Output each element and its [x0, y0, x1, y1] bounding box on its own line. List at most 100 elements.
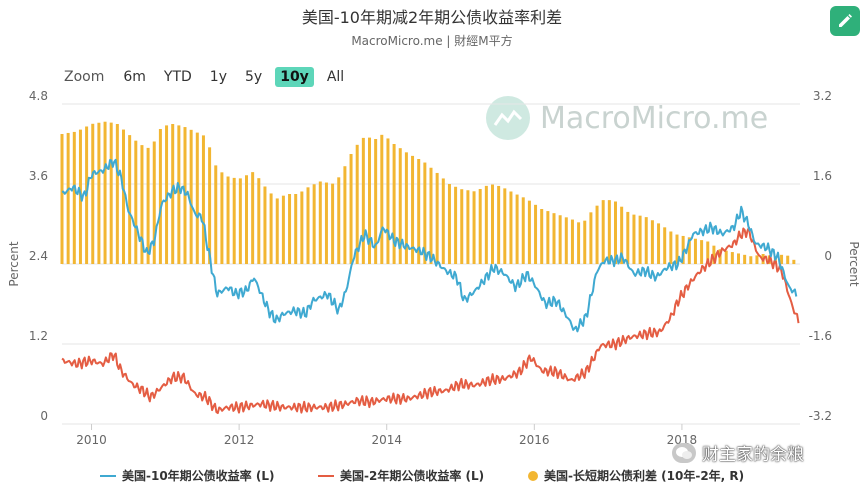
chart-title: 美国-10年期减2年期公债收益率利差 — [301, 8, 563, 27]
spread-bar — [331, 183, 335, 264]
spread-bar — [601, 200, 605, 264]
spread-bar — [66, 132, 70, 264]
spread-bar — [712, 245, 716, 264]
x-tick-label: 2010 — [76, 433, 107, 447]
left-tick-label: 0 — [40, 409, 48, 423]
spread-bar — [245, 175, 248, 264]
spread-bar — [429, 167, 433, 264]
spread-bar — [564, 217, 568, 264]
legend-label-two-year: 美国-2年期公债收益率 (L) — [340, 469, 485, 483]
spread-bars — [60, 121, 796, 265]
spread-bar — [595, 205, 599, 264]
spread-bar — [226, 176, 230, 264]
spread-bar — [497, 185, 501, 264]
spread-bar — [749, 256, 753, 264]
spread-bar — [681, 235, 685, 264]
spread-bar — [269, 193, 273, 264]
legend: 美国-10年期公债收益率 (L) 美国-2年期公债收益率 (L) 美国-长短期公… — [0, 467, 864, 487]
zoom-5y-button[interactable]: 5y — [245, 69, 263, 85]
spread-bar — [540, 209, 544, 264]
right-tick-label: -1.6 — [809, 329, 832, 343]
spread-bar — [737, 253, 740, 264]
spread-bar — [521, 197, 525, 264]
zoom-ytd-button[interactable]: YTD — [163, 69, 192, 85]
spread-bar — [491, 184, 494, 264]
zoom-10y-button[interactable]: 10y — [275, 67, 314, 87]
spread-bar — [478, 189, 482, 264]
spread-bar — [743, 254, 747, 264]
spread-bar — [687, 237, 691, 264]
zoom-label: Zoom — [64, 69, 105, 85]
spread-bar — [115, 124, 119, 264]
spread-bar — [374, 139, 378, 264]
spread-bar — [97, 122, 101, 264]
legend-item-spread[interactable]: 美国-长短期公债利差 (10年-2年, R) — [528, 467, 744, 484]
spread-bar — [447, 184, 451, 264]
spread-bar — [620, 206, 624, 264]
spread-bar — [122, 129, 125, 264]
right-axis-title: Percent — [847, 241, 861, 286]
spread-bar — [404, 152, 408, 264]
series-lines — [61, 158, 800, 415]
spread-bar — [263, 186, 267, 264]
zoom-1y-button[interactable]: 1y — [209, 69, 227, 85]
x-tick-label: 2014 — [371, 433, 402, 447]
spread-bar — [398, 148, 402, 264]
left-axis-title: Percent — [7, 241, 21, 286]
spread-bar — [140, 145, 144, 264]
source-overlay: 财主家的余粮 — [672, 440, 804, 465]
spread-bar — [257, 178, 261, 264]
legend-item-ten-year[interactable]: 美国-10年期公债收益率 (L) — [100, 467, 274, 484]
spread-bar — [552, 213, 556, 264]
watermark-text: MacroMicro.me — [540, 100, 769, 136]
right-tick-label: 0 — [824, 249, 832, 263]
right-tick-label: 3.2 — [813, 89, 832, 103]
legend-swatch-spread — [528, 470, 538, 481]
spread-bar — [583, 220, 587, 264]
spread-bar — [294, 194, 298, 264]
spread-bar — [60, 134, 64, 264]
spread-bar — [638, 215, 642, 264]
spread-bar — [232, 177, 236, 264]
spread-bar — [349, 154, 353, 264]
spread-bar — [337, 177, 341, 264]
spread-bar — [632, 214, 636, 264]
spread-bar — [509, 191, 513, 264]
spread-bar — [441, 178, 445, 264]
spread-bar — [109, 122, 113, 264]
spread-bar — [693, 238, 697, 264]
spread-bar — [91, 123, 95, 265]
spread-bar — [214, 165, 218, 264]
left-tick-label: 4.8 — [29, 89, 48, 103]
spread-bar — [411, 155, 415, 264]
spread-bar — [103, 121, 107, 264]
spread-bar — [306, 187, 310, 264]
spread-bar — [484, 185, 488, 264]
spread-bar — [238, 178, 242, 264]
pencil-icon — [839, 14, 852, 27]
spread-bar — [546, 211, 550, 264]
spread-bar — [472, 191, 476, 264]
spread-bar — [146, 147, 150, 264]
spread-bar — [650, 220, 654, 264]
spread-bar — [663, 227, 667, 264]
legend-item-two-year[interactable]: 美国-2年期公债收益率 (L) — [318, 467, 484, 484]
spread-bar — [607, 200, 611, 264]
spread-bar — [195, 132, 199, 264]
spread-bar — [454, 186, 458, 264]
spread-bar — [300, 191, 304, 264]
right-tick-label: -3.2 — [809, 409, 832, 423]
x-tick-label: 2012 — [224, 433, 255, 447]
spread-bar — [171, 124, 175, 264]
spread-bar — [466, 190, 470, 264]
spread-bar — [614, 201, 617, 264]
spread-bar — [527, 200, 531, 264]
spread-bar — [786, 255, 790, 264]
spread-bar — [700, 240, 704, 264]
zoom-all-button[interactable]: All — [326, 69, 345, 85]
spread-bar — [626, 211, 630, 264]
spread-bar — [675, 234, 679, 264]
zoom-6m-button[interactable]: 6m — [123, 69, 146, 85]
spread-bar — [343, 166, 347, 264]
edit-button[interactable] — [830, 6, 860, 36]
